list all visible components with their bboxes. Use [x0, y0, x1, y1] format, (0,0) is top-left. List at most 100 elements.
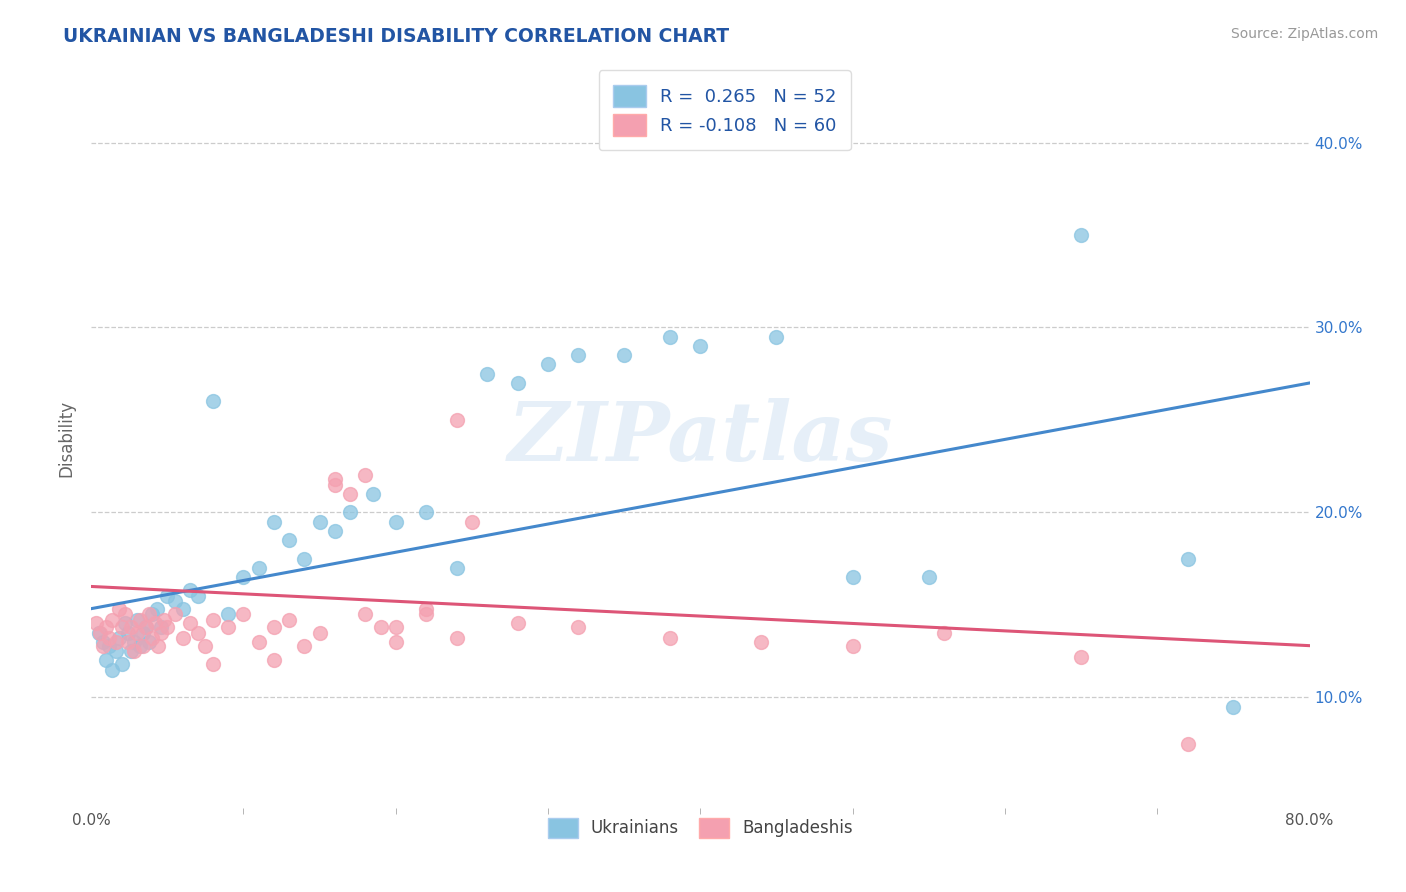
Point — [323, 524, 346, 538]
Point — [323, 477, 346, 491]
Point — [217, 620, 239, 634]
Point — [110, 620, 132, 634]
Point — [217, 607, 239, 622]
Point — [143, 616, 166, 631]
Point — [446, 413, 468, 427]
Point — [125, 613, 148, 627]
Point — [247, 561, 270, 575]
Point — [232, 570, 254, 584]
Point — [153, 613, 176, 627]
Point — [138, 635, 160, 649]
Point — [567, 620, 589, 634]
Point — [141, 632, 163, 646]
Point — [96, 620, 118, 634]
Point — [308, 515, 330, 529]
Point — [84, 616, 107, 631]
Point — [339, 487, 361, 501]
Point — [446, 561, 468, 575]
Point — [172, 632, 194, 646]
Point — [689, 339, 711, 353]
Point — [354, 468, 377, 483]
Point — [172, 601, 194, 615]
Point — [125, 625, 148, 640]
Point — [150, 620, 173, 634]
Point — [613, 348, 636, 362]
Point — [156, 620, 179, 634]
Point — [247, 635, 270, 649]
Point — [122, 635, 145, 649]
Point — [841, 570, 863, 584]
Point — [749, 635, 772, 649]
Point — [932, 625, 955, 640]
Point — [765, 330, 787, 344]
Point — [194, 639, 217, 653]
Point — [91, 635, 114, 649]
Point — [292, 639, 315, 653]
Point — [104, 644, 127, 658]
Point — [918, 570, 941, 584]
Point — [841, 639, 863, 653]
Point — [156, 589, 179, 603]
Point — [110, 657, 132, 672]
Point — [98, 639, 121, 653]
Point — [201, 657, 224, 672]
Point — [384, 635, 406, 649]
Point — [150, 625, 173, 640]
Text: ZIPatlas: ZIPatlas — [508, 399, 893, 478]
Point — [96, 653, 118, 667]
Point — [1177, 551, 1199, 566]
Point — [114, 616, 136, 631]
Point — [135, 620, 157, 634]
Point — [461, 515, 484, 529]
Point — [114, 607, 136, 622]
Point — [339, 506, 361, 520]
Point — [187, 589, 209, 603]
Point — [263, 515, 285, 529]
Point — [567, 348, 589, 362]
Point — [446, 632, 468, 646]
Point — [278, 613, 301, 627]
Point — [101, 613, 124, 627]
Point — [201, 394, 224, 409]
Point — [1177, 737, 1199, 751]
Point — [232, 607, 254, 622]
Point — [179, 616, 201, 631]
Point — [120, 644, 142, 658]
Point — [658, 330, 681, 344]
Point — [263, 620, 285, 634]
Point — [117, 625, 139, 640]
Point — [101, 663, 124, 677]
Point — [117, 635, 139, 649]
Point — [141, 607, 163, 622]
Point — [415, 506, 437, 520]
Point — [506, 376, 529, 390]
Point — [138, 607, 160, 622]
Point — [120, 620, 142, 634]
Point — [87, 625, 110, 640]
Point — [415, 601, 437, 615]
Point — [104, 635, 127, 649]
Point — [107, 601, 129, 615]
Point — [308, 625, 330, 640]
Point — [658, 632, 681, 646]
Point — [179, 583, 201, 598]
Point — [91, 639, 114, 653]
Point — [145, 601, 167, 615]
Point — [201, 613, 224, 627]
Point — [132, 625, 155, 640]
Point — [361, 487, 384, 501]
Point — [163, 607, 186, 622]
Point — [415, 607, 437, 622]
Point — [98, 632, 121, 646]
Point — [107, 632, 129, 646]
Point — [128, 613, 150, 627]
Text: UKRAINIAN VS BANGLADESHI DISABILITY CORRELATION CHART: UKRAINIAN VS BANGLADESHI DISABILITY CORR… — [63, 27, 730, 45]
Point — [506, 616, 529, 631]
Point — [132, 639, 155, 653]
Legend: Ukrainians, Bangladeshis: Ukrainians, Bangladeshis — [541, 811, 859, 845]
Point — [384, 620, 406, 634]
Point — [122, 644, 145, 658]
Point — [278, 533, 301, 548]
Point — [1222, 699, 1244, 714]
Point — [292, 551, 315, 566]
